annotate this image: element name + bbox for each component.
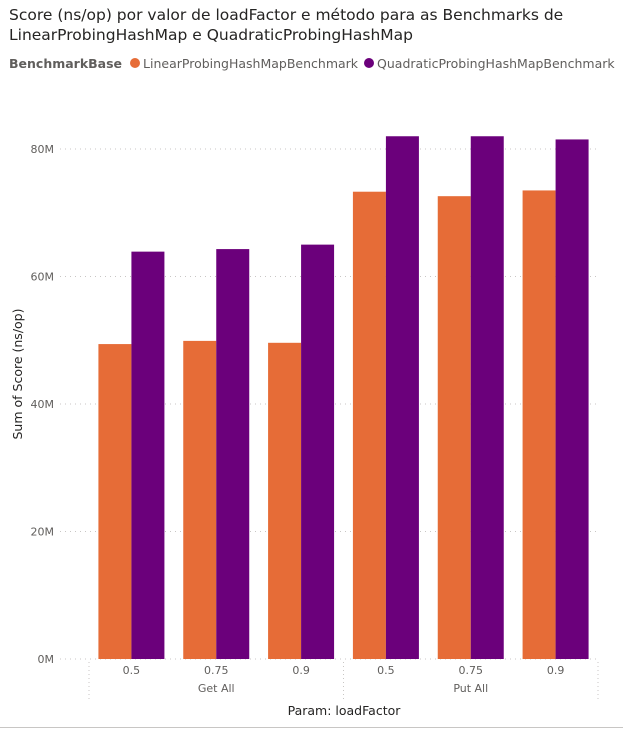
x-group-label: Get All (198, 682, 235, 695)
bar-quadratic[interactable] (385, 136, 419, 659)
y-axis-title: Sum of Score (ns/op) (10, 309, 25, 440)
legend-marker-linear (130, 58, 141, 68)
bar-linear[interactable] (522, 190, 556, 659)
bar-quadratic[interactable] (470, 136, 504, 659)
bar-linear[interactable] (437, 196, 471, 660)
chart-title-line-1: Score (ns/op) por valor de loadFactor e … (9, 6, 564, 24)
bar-linear[interactable] (268, 342, 302, 659)
x-group-label: Put All (453, 682, 488, 695)
legend: BenchmarkBase LinearProbingHashMapBenchm… (9, 54, 621, 72)
bar-linear[interactable] (352, 191, 386, 659)
y-tick-label: 20M (31, 526, 55, 539)
legend-label-quadratic: QuadraticProbingHashMapBenchmark (377, 55, 615, 71)
x-axis-title: Param: loadFactor (288, 703, 402, 718)
x-tick-label: 0.9 (547, 664, 565, 677)
bar-linear[interactable] (183, 340, 217, 659)
bar-quadratic[interactable] (555, 139, 589, 659)
y-tick-label: 80M (31, 143, 55, 156)
chart-title-line-2: LinearProbingHashMap e QuadraticProbingH… (9, 26, 414, 44)
y-tick-label: 40M (31, 398, 55, 411)
legend-title: BenchmarkBase (9, 55, 123, 71)
x-tick-label: 0.75 (459, 664, 484, 677)
legend-label-linear: LinearProbingHashMapBenchmark (143, 55, 359, 71)
legend-marker-quadratic (364, 58, 375, 68)
x-tick-label: 0.9 (292, 664, 310, 677)
bar-quadratic[interactable] (301, 244, 335, 659)
legend-item-quadratic[interactable]: QuadraticProbingHashMapBenchmark (364, 56, 615, 71)
y-tick-label: 0M (38, 653, 55, 666)
y-tick-label: 60M (31, 271, 55, 284)
x-tick-label: 0.5 (123, 664, 141, 677)
x-tick-label: 0.75 (204, 664, 229, 677)
bottom-border (0, 727, 623, 728)
chart-title: Score (ns/op) por valor de loadFactor e … (9, 5, 609, 45)
x-tick-label: 0.5 (377, 664, 395, 677)
legend-item-linear[interactable]: LinearProbingHashMapBenchmark (130, 56, 358, 71)
bar-linear[interactable] (98, 344, 132, 659)
bar-quadratic[interactable] (131, 251, 165, 659)
bar-quadratic[interactable] (216, 249, 250, 659)
